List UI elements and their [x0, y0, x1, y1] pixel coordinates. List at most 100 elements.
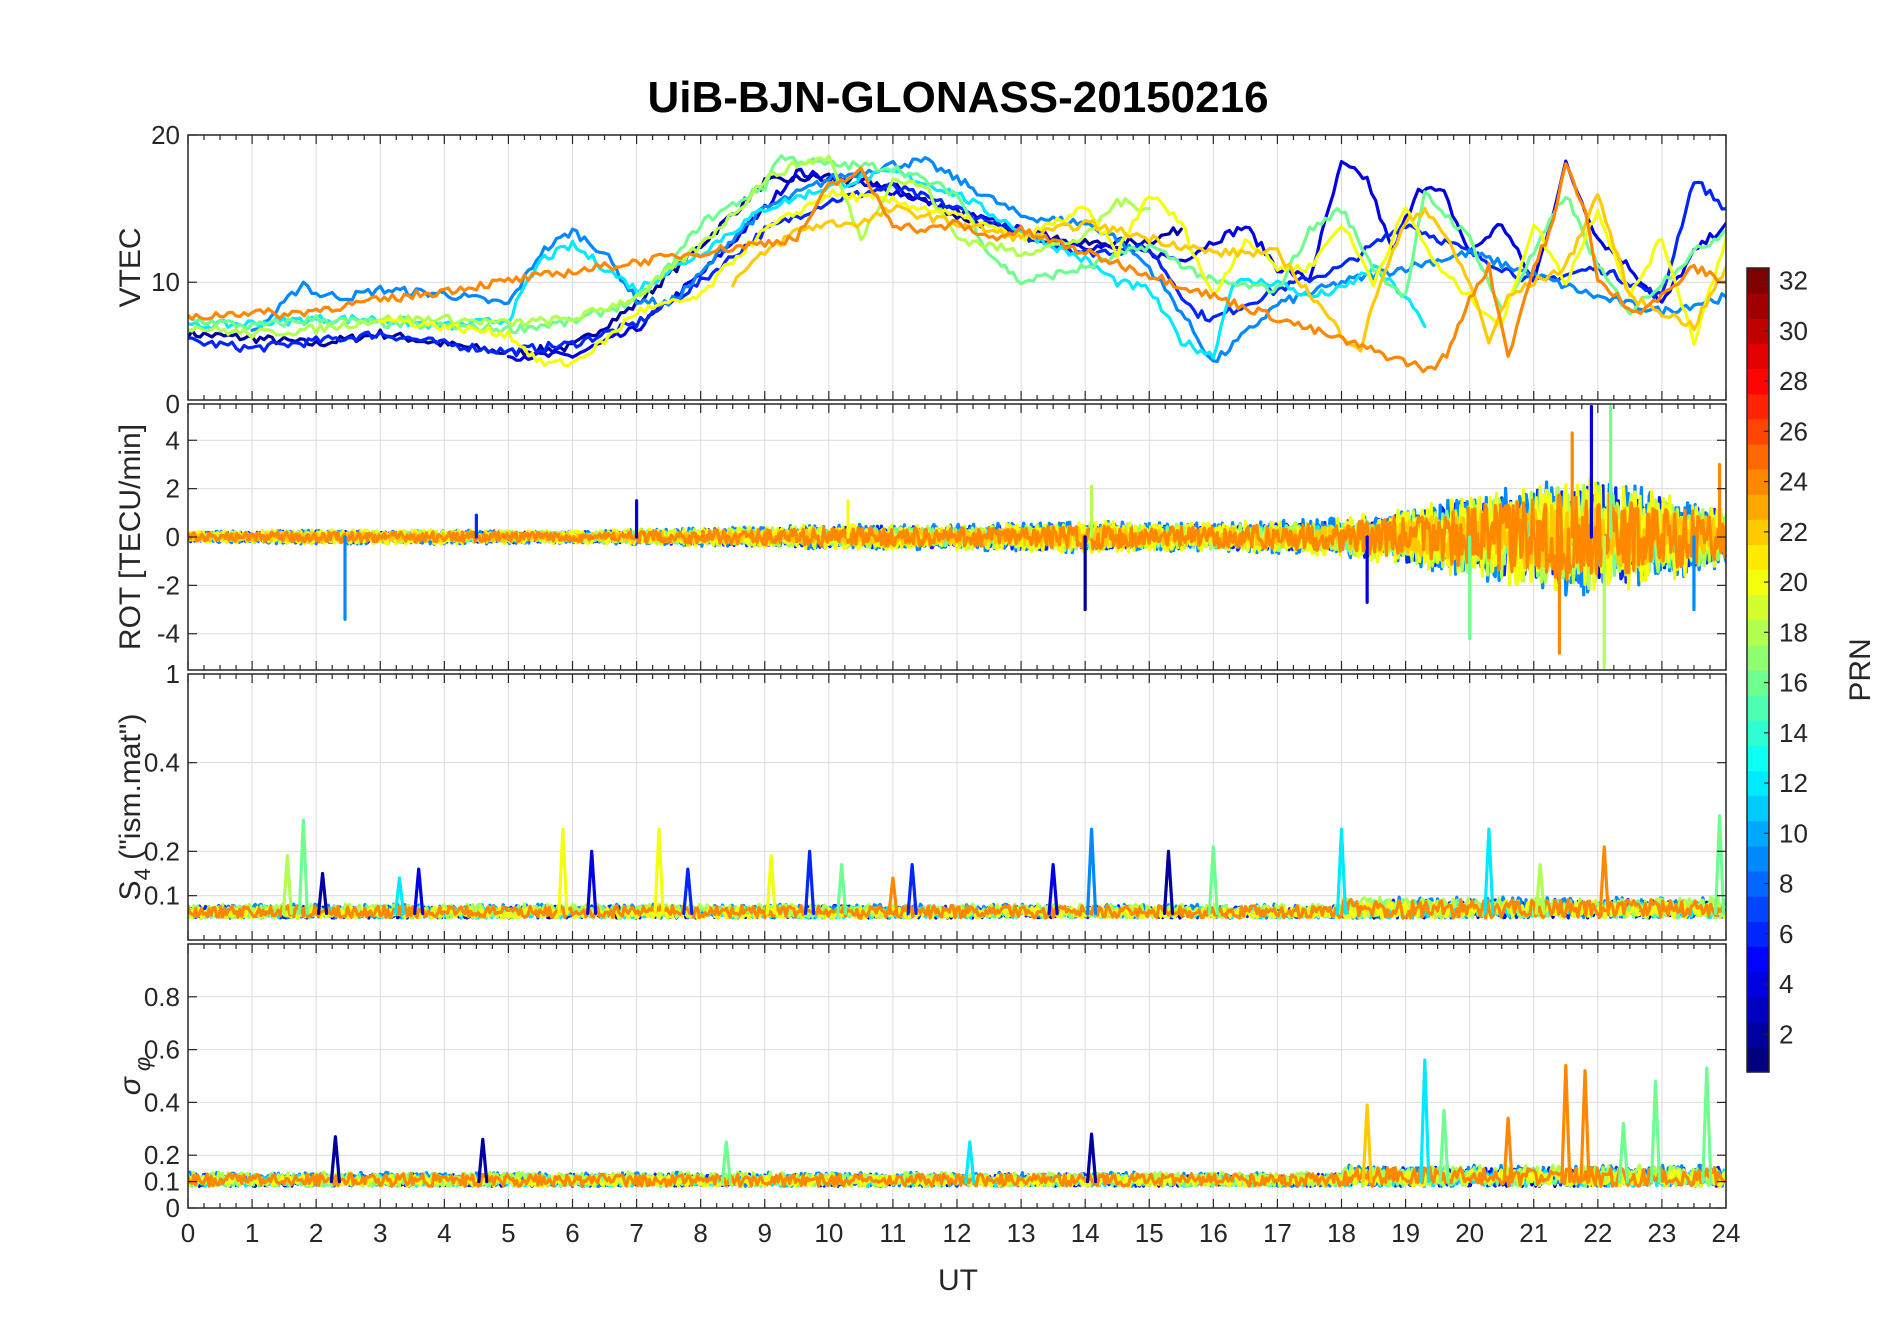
- sigma-phi-y-tick-label: 0.6: [144, 1035, 180, 1065]
- x-tick-label: 18: [1327, 1218, 1356, 1248]
- colorbar-tick-label: 4: [1779, 969, 1793, 999]
- colorbar-tick-label: 16: [1779, 668, 1808, 698]
- colorbar-tick-label: 32: [1779, 266, 1808, 296]
- vtec-series-prn-24: [188, 162, 1726, 374]
- chart-title: UiB-BJN-GLONASS-20150216: [647, 73, 1268, 122]
- x-tick-label: 3: [373, 1218, 387, 1248]
- colorbar-swatch: [1747, 695, 1769, 721]
- vtec-y-tick-label: 10: [151, 267, 180, 297]
- s4-y-axis-label: S4 ("ism.mat"): [114, 714, 155, 901]
- x-tick-label: 15: [1135, 1218, 1164, 1248]
- s4-spike-prn-6: [682, 867, 694, 915]
- x-tick-label: 13: [1007, 1218, 1036, 1248]
- colorbar-swatch: [1747, 996, 1769, 1023]
- x-tick-label: 1: [245, 1218, 259, 1248]
- rot-y-tick-label: 2: [166, 474, 180, 504]
- s4-spike-prn-16: [297, 818, 309, 915]
- x-tick-label: 2: [309, 1218, 323, 1248]
- colorbar-swatch: [1747, 1046, 1769, 1073]
- colorbar-swatch: [1747, 896, 1769, 922]
- rot-y-tick-label: 0: [166, 522, 180, 552]
- s4-spike-prn-16: [836, 863, 848, 915]
- sigma-phi-y-tick-label: 0.4: [144, 1087, 180, 1117]
- colorbar-tick-label: 30: [1779, 316, 1808, 346]
- s4-spike-prn-4: [413, 867, 425, 915]
- s4-series: [188, 814, 1726, 920]
- vtec-y-axis-label: VTEC: [114, 227, 147, 307]
- s4-spike-prn-4: [586, 849, 598, 915]
- colorbar-swatch: [1747, 644, 1769, 671]
- s4-spike-prn-9: [1085, 827, 1098, 915]
- vtec-series: [188, 154, 1726, 374]
- x-tick-label: 23: [1647, 1218, 1676, 1248]
- colorbar-tick-label: 14: [1779, 718, 1808, 748]
- s4-spike-prn-12: [1483, 827, 1495, 915]
- colorbar-swatch: [1747, 569, 1769, 596]
- sigma-phi-spike-prn-16: [720, 1140, 732, 1184]
- s4-spike-prn-24: [1598, 845, 1610, 915]
- x-tick-label: 0: [181, 1218, 195, 1248]
- colorbar-swatch: [1747, 443, 1769, 470]
- colorbar-swatch: [1747, 770, 1769, 797]
- colorbar-swatch: [1747, 268, 1769, 294]
- colorbar-swatch: [1747, 343, 1769, 370]
- s4-series-prn-24: [188, 897, 1726, 920]
- s4-spike-prn-6: [804, 849, 816, 915]
- sigma-phi-spike-prn-16: [1438, 1108, 1450, 1184]
- colorbar-swatch: [1747, 519, 1769, 545]
- x-tick-label: 19: [1391, 1218, 1420, 1248]
- vtec-y-tick-label: 20: [151, 120, 180, 150]
- rot-y-tick-label: -2: [157, 570, 180, 600]
- s4-grid: [187, 674, 1727, 940]
- x-tick-label: 24: [1712, 1218, 1741, 1248]
- s4-top-tick-label: 1: [166, 659, 180, 689]
- sigma-phi-series-prn-24: [188, 1165, 1726, 1188]
- colorbar-swatch: [1747, 971, 1769, 998]
- colorbar-swatch: [1747, 871, 1769, 897]
- x-tick-label: 10: [814, 1218, 843, 1248]
- s4-spike-prn-16: [1207, 845, 1219, 915]
- s4-spike-prn-16: [1713, 814, 1726, 915]
- x-tick-label: 12: [943, 1218, 972, 1248]
- sigma-phi-spike-prn-12: [964, 1140, 976, 1184]
- colorbar-swatch: [1747, 745, 1769, 772]
- s4-spike-prn-24: [887, 876, 899, 915]
- x-tick-label: 22: [1583, 1218, 1612, 1248]
- s4-spike-prn-20: [557, 827, 569, 915]
- colorbar-tick-label: 24: [1779, 467, 1808, 497]
- sigma-phi-spike-prn-16: [1649, 1079, 1662, 1184]
- s4-spike-prn-20: [653, 827, 665, 915]
- s4-y-tick-label: 0.2: [144, 836, 180, 866]
- colorbar-tick-label: 22: [1779, 517, 1808, 547]
- sigma-phi-spike-prn-16: [1701, 1066, 1713, 1184]
- sigma-phi-spike-prn-22: [1361, 1103, 1373, 1184]
- colorbar-swatch: [1747, 946, 1769, 973]
- colorbar-swatch: [1747, 1021, 1769, 1048]
- s4-spike-prn-20: [765, 854, 777, 915]
- sigma-phi-series: [188, 1058, 1726, 1188]
- sigma-phi-spike-prn-12: [1419, 1058, 1431, 1184]
- sigma-phi-y-tick-label: 0.2: [144, 1140, 180, 1170]
- x-tick-label: 9: [758, 1218, 772, 1248]
- s4-spike-prn-18: [281, 854, 293, 915]
- s4-spike-prn-6: [906, 863, 918, 915]
- rot-top-tick-label: 0: [166, 389, 180, 419]
- sigma-phi-spike-prn-2: [477, 1137, 489, 1184]
- colorbar-swatch: [1747, 393, 1769, 420]
- sigma-phi-y-tick-label: 0: [166, 1193, 180, 1223]
- rot-y-tick-label: 4: [166, 425, 180, 455]
- x-tick-label: 4: [437, 1218, 451, 1248]
- colorbar-swatch: [1747, 670, 1769, 696]
- x-tick-label: 5: [501, 1218, 515, 1248]
- colorbar-tick-label: 8: [1779, 869, 1793, 899]
- sigma-phi-y-tick-label: 0.1: [144, 1167, 180, 1197]
- vtec-series-prn-12: [188, 168, 1427, 360]
- colorbar-swatch: [1747, 418, 1769, 445]
- x-tick-label: 21: [1519, 1218, 1548, 1248]
- colorbar-frame: [1746, 267, 1770, 1073]
- colorbar-tick-label: 2: [1779, 1019, 1793, 1049]
- colorbar-tick-label: 10: [1779, 818, 1808, 848]
- panel-rot: -4 -2 0 2 4 0 ROT [TECU/min]: [114, 389, 1727, 671]
